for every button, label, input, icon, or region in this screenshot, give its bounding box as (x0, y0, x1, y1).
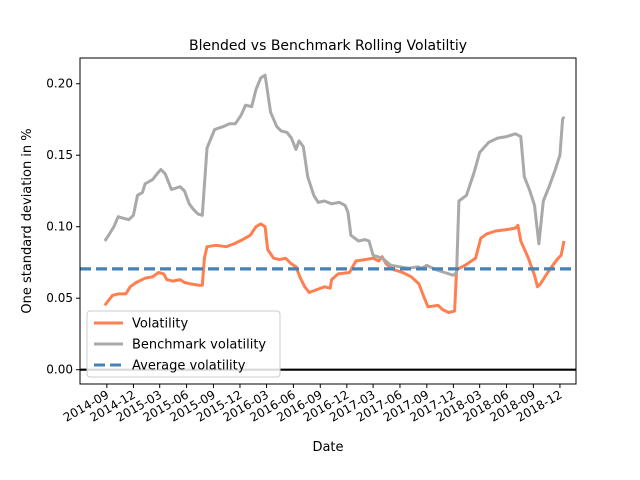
y-tick-label: 0.00 (46, 363, 73, 377)
legend: Volatility Benchmark volatility Average vo… (86, 310, 281, 378)
legend-label-benchmark-volatility: Benchmark volatility (132, 338, 266, 353)
y-tick-label: 0.20 (46, 77, 73, 91)
y-tick-label: 0.05 (46, 291, 73, 305)
chart-title: Blended vs Benchmark Rolling Volatiltiy (189, 38, 467, 54)
legend-label-volatility: Volatility (132, 317, 188, 332)
legend-label-average-volatility: Average volatility (132, 359, 246, 374)
y-axis: 0.00 0.05 0.10 0.15 0.20 (46, 77, 80, 377)
plot-frame (79, 57, 577, 385)
series-line-benchmark-volatility (103, 73, 566, 277)
y-tick-label: 0.10 (46, 220, 73, 234)
legend-box (86, 310, 281, 378)
y-tick-label: 0.15 (46, 148, 73, 162)
y-axis-label: One standard deviation in % (20, 128, 35, 313)
series-line-volatility (103, 222, 566, 314)
x-axis-label: Date (312, 440, 343, 455)
